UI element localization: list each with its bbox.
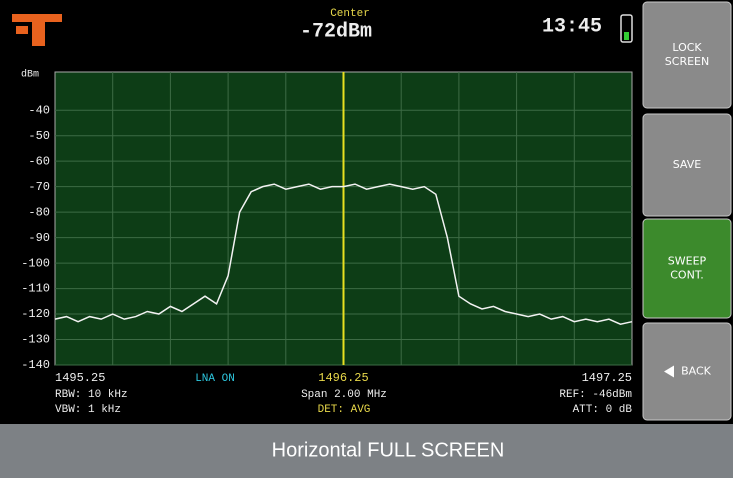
y-tick-label: -90 [28,231,50,245]
y-tick-label: -40 [28,103,50,117]
button-label: SCREEN [665,55,709,68]
status-text: REF: -46dBm [559,389,632,401]
back-icon [664,365,674,378]
marker-value: -72dBm [300,20,372,43]
y-tick-label: -100 [21,256,50,270]
button-label: CONT. [670,269,703,282]
button[interactable] [642,218,732,319]
status-text: ATT: 0 dB [573,404,633,416]
marker-label: Center [330,8,370,20]
y-axis-label: dBm [21,69,39,81]
x-tick-label: 1497.25 [582,371,632,385]
y-tick-label: -60 [28,154,50,168]
status-text: DET: AVG [318,404,371,416]
button-label: LOCK [672,41,702,54]
status-text: RBW: 10 kHz [55,389,128,401]
y-tick-label: -80 [28,205,50,219]
status-text: LNA ON [195,373,235,385]
clock: 13:45 [542,15,602,38]
y-tick-label: -110 [21,282,50,296]
y-tick-label: -50 [28,129,50,143]
caption: Horizontal FULL SCREEN [272,439,505,461]
button-label: SAVE [673,158,702,171]
battery [620,14,633,43]
button[interactable] [642,322,732,421]
x-tick-label: 1495.25 [55,371,105,385]
button-label: BACK [681,365,712,378]
y-tick-label: -130 [21,333,50,347]
trace [54,183,633,326]
x-tick-label: 1496.25 [318,371,368,385]
status-text: VBW: 1 kHz [55,404,121,416]
logo [12,14,62,46]
y-tick-label: -140 [21,358,50,372]
caption-bar [0,424,733,478]
button[interactable] [642,1,732,109]
button-label: SWEEP [668,255,707,268]
status-text: Span 2.00 MHz [301,389,387,401]
button[interactable] [642,113,732,217]
y-tick-label: -120 [21,307,50,321]
y-tick-label: -70 [28,180,50,194]
